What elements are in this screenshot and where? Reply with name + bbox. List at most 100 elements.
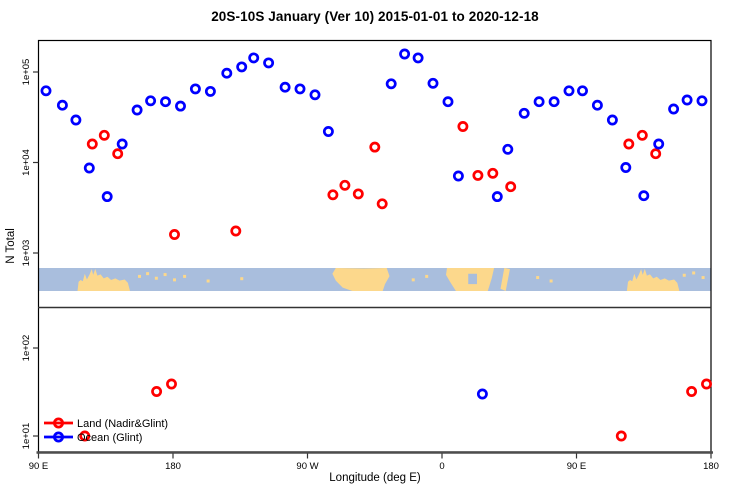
map-land-australia <box>77 268 130 291</box>
ocean-data-point <box>653 138 665 150</box>
y-tick-label: 1e+03 <box>21 240 32 267</box>
land-data-point <box>86 138 98 150</box>
y-tick-label: 1e+04 <box>21 149 32 176</box>
ocean-data-point <box>56 99 68 111</box>
ocean-data-point <box>322 126 334 137</box>
ocean-data-point <box>620 162 632 173</box>
land-data-point <box>112 148 124 160</box>
ocean-data-point <box>263 57 275 69</box>
x-axis-label: Longitude (deg E) <box>329 472 421 484</box>
ocean-data-point <box>591 99 603 111</box>
ocean-data-point <box>412 52 424 64</box>
ocean-data-point <box>83 162 95 174</box>
map-island-speck <box>173 278 176 282</box>
land-data-point <box>686 386 698 397</box>
ocean-data-point <box>160 96 171 108</box>
map-island-speck <box>701 276 705 280</box>
ocean-data-point <box>294 83 306 95</box>
map-island-speck <box>411 278 415 282</box>
legend-marker <box>53 417 65 429</box>
y-tick-label: 1e+05 <box>21 59 32 86</box>
ocean-data-point <box>577 85 588 97</box>
ocean-data-point <box>681 94 693 106</box>
ocean-data-point <box>452 170 464 182</box>
x-tick-label: 90 W <box>296 461 318 472</box>
land-data-point <box>327 189 339 201</box>
land-data-point <box>166 378 177 390</box>
ocean-data-point <box>476 388 488 400</box>
land-data-point <box>650 148 662 160</box>
legend-label: Land (Nadir&Glint) <box>77 418 168 430</box>
map-land-australia-wrap <box>626 268 680 291</box>
map-island-speck <box>183 274 187 278</box>
bottom-panel-points <box>79 378 712 442</box>
x-tick-label: 90 E <box>29 461 49 472</box>
ocean-data-point <box>606 114 618 126</box>
ocean-data-point <box>204 85 216 97</box>
ocean-data-point <box>101 191 113 203</box>
ocean-data-point <box>427 77 439 89</box>
land-data-point <box>151 386 163 397</box>
ocean-data-point <box>533 96 545 108</box>
ocean-data-point <box>116 138 128 150</box>
ocean-data-point <box>696 95 708 107</box>
ocean-data-point <box>279 81 291 93</box>
map-island-speck <box>154 276 158 280</box>
map-island-speck <box>682 273 686 277</box>
land-data-point <box>339 179 351 191</box>
plot-frame <box>37 39 712 453</box>
map-strip <box>38 268 711 291</box>
ocean-data-point <box>502 143 514 155</box>
ocean-data-point <box>236 61 248 73</box>
land-data-point <box>376 198 388 210</box>
axis-ticks: 90 E 180 90 W 0 90 E 180 1e+05 1e+04 1e+03 1e+02 1… <box>21 59 719 472</box>
land-data-point <box>505 181 517 193</box>
y-tick-label: 1e+02 <box>21 335 32 362</box>
x-tick-label: 180 <box>165 461 181 472</box>
map-island-speck <box>692 271 696 275</box>
ocean-data-point <box>638 190 650 202</box>
ocean-data-point <box>131 104 143 116</box>
legend: Land (Nadir&Glint) Ocean (Glint) <box>44 417 168 444</box>
map-land-madagascar <box>500 268 510 291</box>
map-island-speck <box>549 279 553 283</box>
ocean-data-point <box>70 114 82 126</box>
ocean-data-point <box>442 96 454 108</box>
ocean-data-point <box>309 89 321 101</box>
land-data-point <box>472 169 484 181</box>
x-tick-label: 90 E <box>567 461 587 472</box>
legend-marker <box>53 431 65 443</box>
x-tick-label: 0 <box>439 461 444 472</box>
land-data-point <box>230 225 242 237</box>
legend-label: Ocean (Glint) <box>77 432 142 444</box>
ocean-data-point <box>491 191 503 203</box>
map-island-speck <box>206 279 210 283</box>
x-tick-label: 180 <box>703 461 719 472</box>
land-data-point <box>615 430 627 442</box>
ocean-data-point <box>399 48 411 60</box>
ocean-data-point <box>518 107 530 119</box>
map-island-speck <box>536 276 540 280</box>
land-data-point <box>79 430 91 442</box>
y-tick-label: 1e+01 <box>21 423 32 450</box>
ocean-data-point <box>668 103 680 115</box>
land-data-point <box>701 378 712 390</box>
map-lake <box>468 273 477 285</box>
ocean-data-point <box>175 100 186 112</box>
map-island-speck <box>425 274 429 278</box>
y-axis-label: N Total <box>5 228 17 264</box>
land-data-point <box>487 167 499 179</box>
ocean-data-point <box>385 78 397 90</box>
land-data-point <box>636 129 648 141</box>
ocean-data-point <box>548 96 560 108</box>
land-data-point <box>457 121 469 132</box>
land-data-point <box>369 141 381 153</box>
land-data-point <box>98 129 110 141</box>
map-island-speck <box>146 272 150 276</box>
land-data-point <box>352 188 364 200</box>
map-island-speck <box>163 273 167 277</box>
ocean-data-point <box>221 67 233 79</box>
ocean-data-point <box>248 52 260 64</box>
